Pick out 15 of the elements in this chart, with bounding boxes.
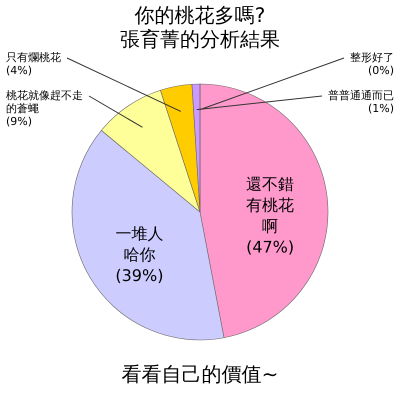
slice-label: 只有爛桃花 [6,51,61,64]
slice-label: 一堆人哈你 [115,224,164,264]
data-label: (1%) [368,102,394,115]
data-label: (9%) [6,115,32,128]
data-label: (4%) [6,64,32,77]
category-label: 整形好了 [350,51,394,64]
chart-title: 你的桃花多嗎? [134,3,266,27]
slice-label: 桃花就像趕不走的蒼蠅 [6,89,83,115]
slice-label: 普普通通而已 [328,89,394,102]
data-label: (47%) [246,237,294,256]
slice-label: 還不錯有桃花啊 [246,174,294,236]
text: 看看自己的價值~ [122,362,278,386]
text: (0%) [368,64,394,77]
data-label: (39%) [115,266,164,285]
chart-subtitle: 張育菁的分析結果 [120,27,280,51]
